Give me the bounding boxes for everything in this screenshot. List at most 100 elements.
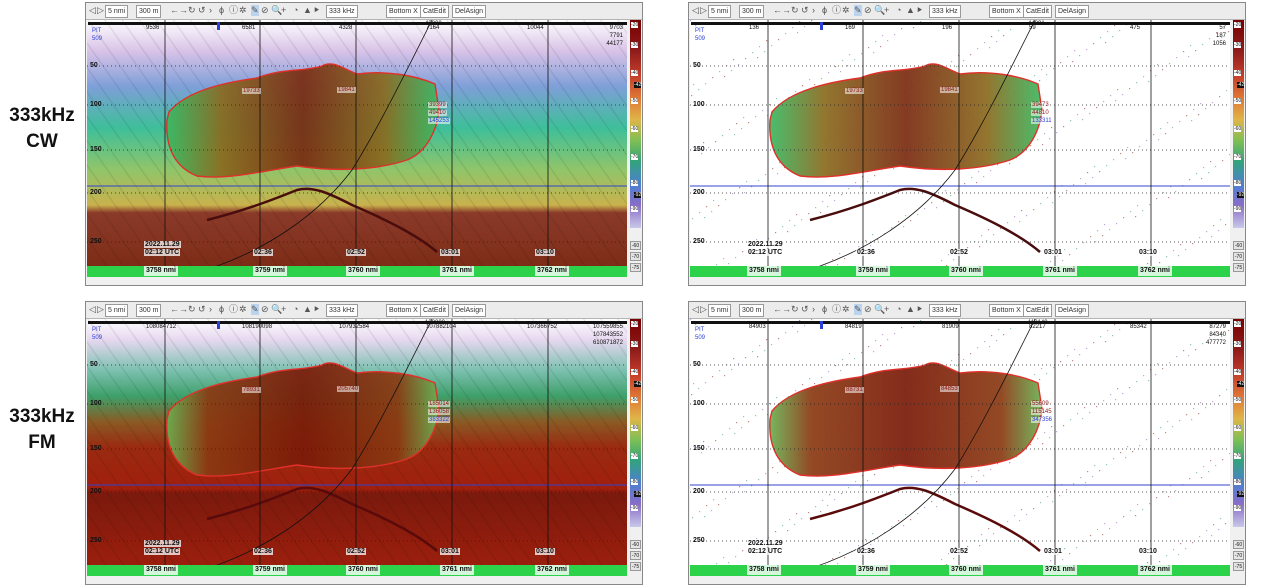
step-forward-icon[interactable]: › — [209, 5, 212, 15]
redo-icon[interactable]: → — [782, 5, 791, 15]
redo-icon[interactable]: → — [179, 304, 188, 314]
pencil-icon[interactable]: ✎ — [854, 304, 862, 315]
nav-forward-icon[interactable]: ▷ — [97, 304, 104, 314]
redo-icon[interactable]: → — [782, 304, 791, 314]
settings-icon[interactable]: ✲ — [239, 5, 247, 15]
settings-icon[interactable]: ✲ — [842, 5, 850, 15]
scale-button[interactable]: -60 — [630, 241, 641, 250]
step-forward-icon[interactable]: › — [209, 304, 212, 314]
scale-button[interactable]: -60 — [1233, 241, 1244, 250]
range-nmi-select[interactable]: 5 nmi — [708, 5, 732, 18]
scale-button[interactable]: -75 — [1233, 562, 1244, 571]
range-nmi-select[interactable]: 5 nmi — [105, 304, 129, 317]
undo-icon[interactable]: ← — [773, 304, 782, 314]
bottom-x-button[interactable]: Bottom X — [386, 304, 421, 317]
nav-forward-icon[interactable]: ▷ — [97, 5, 104, 15]
bottom-x-button[interactable]: Bottom X — [386, 5, 421, 18]
nav-position-marker[interactable] — [217, 321, 220, 329]
nav-back-icon[interactable]: ◁ — [692, 5, 699, 15]
rotate-ccw-icon[interactable]: ↺ — [198, 304, 206, 314]
depth-range-select[interactable]: 300 m — [136, 5, 162, 18]
color-icon[interactable]: ◔ — [293, 304, 299, 314]
bottom-x-button[interactable]: Bottom X — [989, 304, 1024, 317]
scale-button[interactable]: -75 — [630, 263, 641, 272]
cat-edit-button[interactable]: CatEdit — [420, 5, 449, 18]
rotate-cw-icon[interactable]: ↻ — [188, 304, 196, 314]
warning-icon[interactable]: ▲ — [906, 304, 915, 314]
frequency-select[interactable]: 333 kHz — [929, 304, 961, 317]
warning-icon[interactable]: ▲ — [303, 5, 312, 15]
play-icon[interactable]: ⯈ — [313, 5, 321, 15]
del-assign-button[interactable]: DelAsign — [452, 5, 487, 18]
del-assign-button[interactable]: DelAsign — [1055, 304, 1090, 317]
phi-icon[interactable]: ϕ — [219, 304, 225, 314]
phi-icon[interactable]: ϕ — [219, 5, 225, 15]
frequency-select[interactable]: 333 kHz — [929, 5, 961, 18]
pencil-icon[interactable]: ✎ — [854, 5, 862, 16]
scale-button[interactable]: -60 — [1233, 540, 1244, 549]
rotate-cw-icon[interactable]: ↻ — [791, 5, 799, 15]
range-nmi-select[interactable]: 5 nmi — [105, 5, 129, 18]
phi-icon[interactable]: ϕ — [822, 5, 828, 15]
nav-position-marker[interactable] — [820, 22, 823, 30]
info-icon[interactable]: ⓘ — [832, 5, 842, 15]
eraser-icon[interactable]: ⊘ — [261, 5, 269, 15]
nav-forward-icon[interactable]: ▷ — [700, 304, 707, 314]
zoom-icon[interactable]: 🔍 — [271, 5, 283, 15]
scale-button[interactable]: -75 — [630, 562, 641, 571]
zoom-icon[interactable]: 🔍 — [874, 5, 886, 15]
zoom-icon[interactable]: 🔍 — [271, 304, 283, 314]
cat-edit-button[interactable]: CatEdit — [1023, 304, 1052, 317]
cat-edit-button[interactable]: CatEdit — [420, 304, 449, 317]
zoom-icon[interactable]: 🔍 — [874, 304, 886, 314]
settings-icon[interactable]: ✲ — [842, 304, 850, 314]
frequency-select[interactable]: 333 kHz — [326, 304, 358, 317]
step-forward-icon[interactable]: › — [812, 5, 815, 15]
nav-back-icon[interactable]: ◁ — [89, 304, 96, 314]
eraser-icon[interactable]: ⊘ — [261, 304, 269, 314]
scale-button[interactable]: -70 — [630, 252, 641, 261]
depth-range-select[interactable]: 300 m — [136, 304, 162, 317]
cat-edit-button[interactable]: CatEdit — [1023, 5, 1052, 18]
depth-range-select[interactable]: 300 m — [739, 304, 765, 317]
nav-back-icon[interactable]: ◁ — [692, 304, 699, 314]
pencil-icon[interactable]: ✎ — [251, 5, 259, 16]
eraser-icon[interactable]: ⊘ — [864, 5, 872, 15]
undo-icon[interactable]: ← — [170, 5, 179, 15]
eraser-icon[interactable]: ⊘ — [864, 304, 872, 314]
nav-forward-icon[interactable]: ▷ — [700, 5, 707, 15]
info-icon[interactable]: ⓘ — [832, 304, 842, 314]
del-assign-button[interactable]: DelAsign — [452, 304, 487, 317]
scale-button[interactable]: -75 — [1233, 263, 1244, 272]
color-icon[interactable]: ◔ — [293, 5, 299, 15]
rotate-ccw-icon[interactable]: ↺ — [801, 304, 809, 314]
rotate-cw-icon[interactable]: ↻ — [188, 5, 196, 15]
scale-button[interactable]: -60 — [630, 540, 641, 549]
depth-range-select[interactable]: 300 m — [739, 5, 765, 18]
pencil-icon[interactable]: ✎ — [251, 304, 259, 315]
play-icon[interactable]: ⯈ — [916, 304, 924, 314]
plus-icon[interactable]: + — [281, 5, 287, 15]
undo-icon[interactable]: ← — [170, 304, 179, 314]
redo-icon[interactable]: → — [179, 5, 188, 15]
phi-icon[interactable]: ϕ — [822, 304, 828, 314]
step-forward-icon[interactable]: › — [812, 304, 815, 314]
plus-icon[interactable]: + — [884, 304, 890, 314]
nav-position-marker[interactable] — [217, 22, 220, 30]
bottom-x-button[interactable]: Bottom X — [989, 5, 1024, 18]
plus-icon[interactable]: + — [281, 304, 287, 314]
scale-button[interactable]: -70 — [1233, 252, 1244, 261]
settings-icon[interactable]: ✲ — [239, 304, 247, 314]
info-icon[interactable]: ⓘ — [229, 304, 239, 314]
nav-position-marker[interactable] — [820, 321, 823, 329]
nav-back-icon[interactable]: ◁ — [89, 5, 96, 15]
del-assign-button[interactable]: DelAsign — [1055, 5, 1090, 18]
rotate-ccw-icon[interactable]: ↺ — [801, 5, 809, 15]
rotate-cw-icon[interactable]: ↻ — [791, 304, 799, 314]
scale-button[interactable]: -70 — [1233, 551, 1244, 560]
info-icon[interactable]: ⓘ — [229, 5, 239, 15]
play-icon[interactable]: ⯈ — [916, 5, 924, 15]
frequency-select[interactable]: 333 kHz — [326, 5, 358, 18]
warning-icon[interactable]: ▲ — [303, 304, 312, 314]
range-nmi-select[interactable]: 5 nmi — [708, 304, 732, 317]
